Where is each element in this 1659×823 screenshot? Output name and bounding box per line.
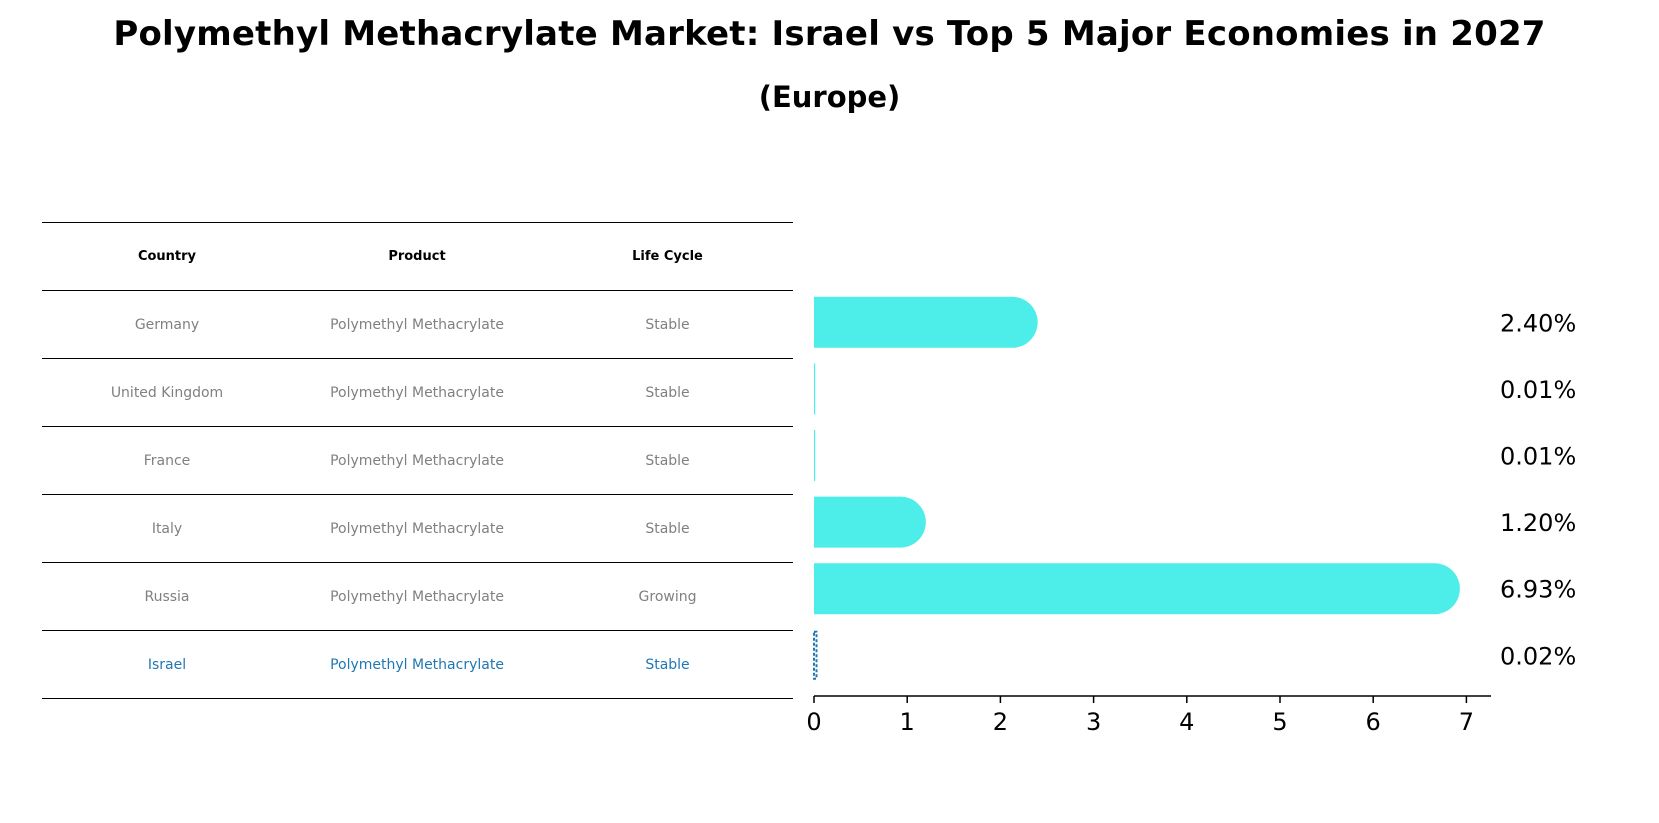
cell-product: Polymethyl Methacrylate <box>330 520 504 537</box>
cell-life-cycle: Growing <box>638 588 697 605</box>
cell-product: Polymethyl Methacrylate <box>330 656 504 673</box>
data-label: 6.93% <box>1500 576 1576 604</box>
table-row: Germany Polymethyl Methacrylate Stable <box>42 290 793 358</box>
cell-product: Polymethyl Methacrylate <box>330 452 504 469</box>
cell-country: Italy <box>151 520 183 537</box>
x-tick-label: 3 <box>1086 708 1101 736</box>
chart-title: Polymethyl Methacrylate Market: Israel v… <box>113 14 1546 54</box>
bar <box>814 563 1460 615</box>
cell-country: France <box>143 452 191 469</box>
cell-country: United Kingdom <box>110 384 224 401</box>
cell-country: Russia <box>144 588 190 605</box>
cell-life-cycle: Stable <box>645 656 690 673</box>
x-tick-label: 6 <box>1366 708 1381 736</box>
bar <box>814 363 816 415</box>
bar-highlight <box>813 630 818 680</box>
data-label: 0.01% <box>1500 443 1576 471</box>
table-header-row: Country Product Life Cycle <box>42 222 793 290</box>
cell-life-cycle: Stable <box>645 452 690 469</box>
x-tick-label: 4 <box>1179 708 1194 736</box>
cell-life-cycle: Stable <box>645 384 690 401</box>
x-tick-label: 0 <box>806 708 821 736</box>
cell-life-cycle: Stable <box>645 520 690 537</box>
cell-product: Polymethyl Methacrylate <box>330 384 504 401</box>
data-label: 1.20% <box>1500 509 1576 537</box>
table-row: United Kingdom Polymethyl Methacrylate S… <box>42 358 793 426</box>
data-label: 2.40% <box>1500 309 1576 337</box>
table-row-highlight: Israel Polymethyl Methacrylate Stable <box>42 630 793 699</box>
table-row: Russia Polymethyl Methacrylate Growing <box>42 562 793 630</box>
bar <box>814 296 1038 348</box>
header-life-cycle: Life Cycle <box>632 249 703 264</box>
bar <box>814 430 816 481</box>
cell-country: Germany <box>134 316 200 333</box>
cell-life-cycle: Stable <box>645 316 690 333</box>
chart-subtitle: (Europe) <box>758 80 901 114</box>
cell-product: Polymethyl Methacrylate <box>330 316 504 333</box>
bar <box>814 496 926 548</box>
header-product: Product <box>388 249 446 264</box>
table-row: France Polymethyl Methacrylate Stable <box>42 426 793 494</box>
x-tick-label: 7 <box>1459 708 1474 736</box>
data-table: Country Product Life Cycle Germany Polym… <box>42 222 793 699</box>
x-tick-label: 2 <box>993 708 1008 736</box>
table-row: Italy Polymethyl Methacrylate Stable <box>42 494 793 562</box>
data-label: 0.02% <box>1500 642 1576 670</box>
x-tick-label: 5 <box>1272 708 1287 736</box>
cell-country: Israel <box>147 656 187 673</box>
cell-product: Polymethyl Methacrylate <box>330 588 504 605</box>
x-tick-label: 1 <box>900 708 915 736</box>
header-country: Country <box>137 249 197 264</box>
data-label: 0.01% <box>1500 376 1576 404</box>
